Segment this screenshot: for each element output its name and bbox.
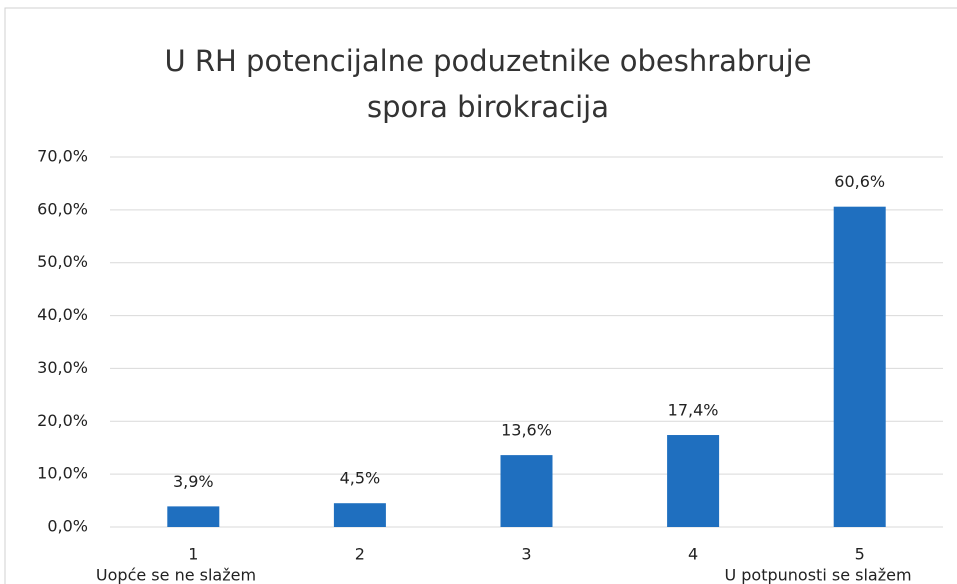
chart-title: U RH potencijalne poduzetnike obeshrabru… (164, 44, 812, 124)
bar (167, 506, 220, 527)
y-tick-label: 10,0% (37, 464, 88, 483)
data-label: 17,4% (668, 401, 719, 420)
y-tick-label: 60,0% (37, 199, 88, 218)
bar (833, 206, 886, 527)
data-label: 13,6% (501, 421, 552, 440)
bar (333, 503, 386, 527)
annotation: Uopće se ne slažem (96, 566, 256, 584)
bar (500, 455, 553, 527)
y-tick-label: 70,0% (37, 147, 88, 166)
x-tick-label: 4 (688, 545, 698, 564)
y-tick-label: 30,0% (37, 358, 88, 377)
annotation: U potpunosti se slažem (724, 566, 911, 584)
y-tick-label: 50,0% (37, 252, 88, 271)
x-tick-label: 5 (855, 545, 865, 564)
y-tick-label: 20,0% (37, 411, 88, 430)
data-label: 4,5% (340, 469, 381, 488)
y-tick-label: 40,0% (37, 305, 88, 324)
chart-border (4, 7, 957, 584)
data-label: 3,9% (173, 472, 214, 491)
x-tick-label: 1 (188, 545, 198, 564)
x-tick-label: 2 (355, 545, 365, 564)
data-label: 60,6% (834, 172, 885, 191)
bar (667, 435, 720, 527)
x-tick-label: 3 (521, 545, 531, 564)
y-tick-label: 0,0% (47, 517, 88, 536)
